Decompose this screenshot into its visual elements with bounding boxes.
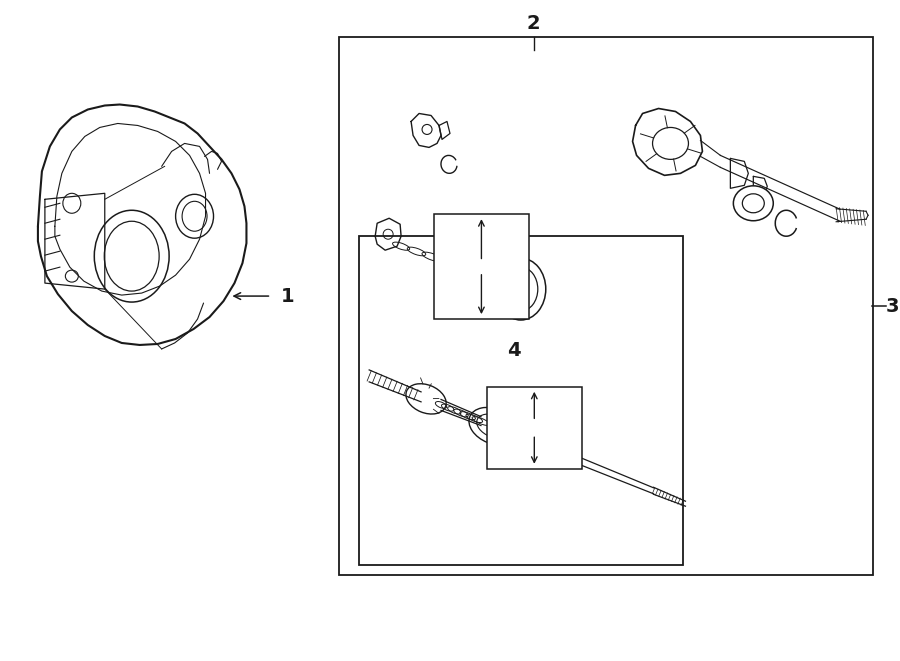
Ellipse shape: [549, 447, 564, 456]
Bar: [434, 214, 529, 319]
Bar: [359, 236, 683, 565]
Ellipse shape: [742, 194, 764, 213]
Text: 2: 2: [527, 14, 541, 33]
Text: 1: 1: [281, 287, 294, 305]
Bar: [487, 387, 581, 469]
Text: 4: 4: [507, 342, 521, 360]
Text: 3: 3: [886, 297, 899, 315]
Bar: [339, 36, 873, 576]
Ellipse shape: [734, 186, 773, 221]
